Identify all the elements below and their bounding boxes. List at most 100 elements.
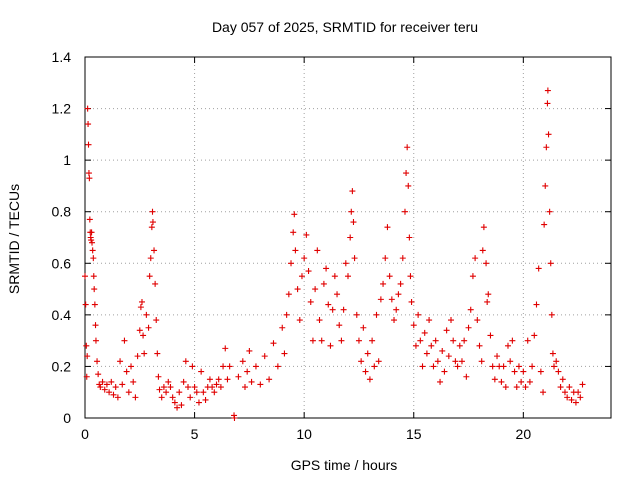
- data-point: [152, 280, 159, 287]
- data-point: [309, 337, 316, 344]
- data-point: [314, 247, 321, 254]
- data-point: [82, 273, 88, 280]
- ticks: 0 5 10 15 20 0 0.2 0.4 0.6 0.8 1 1.2 1.4: [52, 49, 611, 442]
- data-point: [138, 298, 145, 305]
- data-point: [491, 376, 498, 383]
- data-point: [114, 394, 121, 401]
- data-point: [463, 373, 470, 380]
- data-point: [373, 311, 380, 318]
- data-point: [410, 322, 417, 329]
- data-point: [213, 381, 220, 388]
- data-point: [224, 376, 231, 383]
- data-point: [384, 224, 391, 231]
- data-point: [147, 255, 154, 262]
- data-point: [294, 286, 301, 293]
- data-point: [478, 358, 485, 365]
- data-point: [443, 327, 450, 334]
- data-point: [90, 273, 97, 280]
- data-point: [185, 384, 192, 391]
- data-point: [103, 381, 110, 388]
- y-tick-label: 0.4: [52, 307, 72, 323]
- data-point: [121, 337, 128, 344]
- data-point: [551, 363, 558, 370]
- data-point: [513, 384, 520, 391]
- data-point: [399, 255, 406, 262]
- data-point: [358, 358, 365, 365]
- data-point: [94, 358, 101, 365]
- x-tick-label: 20: [516, 426, 532, 442]
- data-point: [434, 358, 441, 365]
- data-point: [92, 322, 99, 329]
- data-point: [502, 384, 509, 391]
- data-point: [125, 389, 132, 396]
- data-point: [548, 311, 555, 318]
- data-point: [364, 350, 371, 357]
- data-point: [329, 306, 336, 313]
- data-point: [89, 247, 96, 254]
- data-point: [382, 255, 389, 262]
- data-point: [541, 221, 548, 228]
- data-point: [340, 306, 347, 313]
- data-point: [149, 219, 156, 226]
- data-point: [296, 317, 303, 324]
- data-point: [351, 255, 358, 262]
- data-point: [99, 378, 106, 385]
- data-point: [476, 342, 483, 349]
- data-point: [119, 381, 126, 388]
- data-point: [92, 337, 99, 344]
- data-point: [261, 353, 268, 360]
- data-point: [123, 368, 130, 375]
- data-point: [522, 384, 529, 391]
- data-point: [531, 332, 538, 339]
- data-point: [285, 291, 292, 298]
- data-point: [106, 389, 113, 396]
- data-point: [101, 386, 108, 393]
- data-point: [386, 273, 393, 280]
- data-point: [336, 322, 343, 329]
- data-point: [217, 384, 224, 391]
- y-axis-label: SRMTID / TECUs: [6, 184, 22, 294]
- data-point: [235, 373, 242, 380]
- data-point: [84, 105, 91, 112]
- data-point: [377, 296, 384, 303]
- data-point: [85, 170, 92, 177]
- data-point: [553, 358, 560, 365]
- data-point: [504, 342, 511, 349]
- data-point: [110, 391, 117, 398]
- data-point: [566, 384, 573, 391]
- data-point: [96, 381, 103, 388]
- data-point: [454, 363, 461, 370]
- data-point: [439, 347, 446, 354]
- data-point: [369, 337, 376, 344]
- data-point: [549, 350, 556, 357]
- data-point: [388, 296, 395, 303]
- data-point: [544, 100, 551, 107]
- data-point: [445, 353, 452, 360]
- data-point: [555, 368, 562, 375]
- data-point: [479, 247, 486, 254]
- y-tick-label: 0: [63, 410, 71, 426]
- data-point: [318, 337, 325, 344]
- data-point: [484, 298, 491, 305]
- data-point: [86, 216, 93, 223]
- data-point: [189, 363, 196, 370]
- data-point: [257, 381, 264, 388]
- y-tick-label: 1.2: [52, 101, 72, 117]
- data-point: [509, 337, 516, 344]
- data-point: [156, 386, 163, 393]
- data-point: [349, 188, 356, 195]
- data-point: [141, 350, 148, 357]
- data-point: [494, 353, 501, 360]
- data-point: [437, 378, 444, 385]
- data-point: [281, 350, 288, 357]
- data-point: [154, 350, 161, 357]
- data-point: [86, 175, 93, 182]
- data-point: [472, 255, 479, 262]
- data-point: [419, 363, 426, 370]
- data-point: [331, 273, 338, 280]
- data-points: [82, 87, 586, 421]
- data-point: [149, 208, 156, 215]
- data-point: [406, 234, 413, 241]
- x-tick-label: 0: [81, 426, 89, 442]
- data-point: [180, 378, 187, 385]
